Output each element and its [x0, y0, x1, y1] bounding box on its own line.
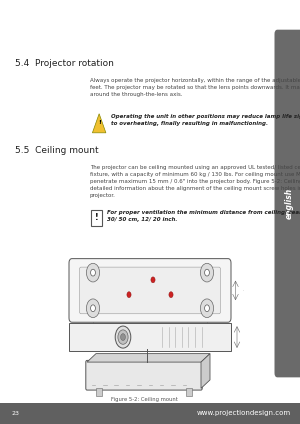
Text: Always operate the projector horizontally, within the range of the adjustable fr: Always operate the projector horizontall… — [90, 78, 300, 98]
Circle shape — [127, 292, 131, 298]
Text: The projector can be ceiling mounted using an approved UL tested/ listed ceiling: The projector can be ceiling mounted usi… — [90, 165, 300, 198]
Text: english: english — [284, 188, 293, 219]
FancyBboxPatch shape — [69, 259, 231, 322]
Text: ..: .. — [243, 288, 245, 293]
Circle shape — [86, 299, 100, 318]
Text: Operating the unit in other positions may reduce lamp life significantly, and ma: Operating the unit in other positions ma… — [111, 114, 300, 126]
Text: !: ! — [98, 120, 100, 125]
Text: For proper ventilation the minimum distance from ceiling/ rear wall should be:
3: For proper ventilation the minimum dista… — [107, 210, 300, 222]
FancyBboxPatch shape — [186, 388, 192, 396]
Circle shape — [169, 292, 173, 298]
Circle shape — [115, 326, 131, 348]
Circle shape — [91, 269, 95, 276]
FancyBboxPatch shape — [80, 267, 220, 314]
Circle shape — [118, 330, 128, 344]
Text: !: ! — [95, 213, 98, 223]
FancyBboxPatch shape — [96, 388, 102, 396]
FancyBboxPatch shape — [0, 403, 300, 424]
Text: 5.5  Ceiling mount: 5.5 Ceiling mount — [15, 146, 99, 155]
Polygon shape — [201, 354, 210, 388]
FancyBboxPatch shape — [91, 210, 102, 226]
Circle shape — [200, 299, 214, 318]
Text: www.projectiondesign.com: www.projectiondesign.com — [197, 410, 291, 416]
Circle shape — [91, 305, 95, 312]
FancyBboxPatch shape — [274, 30, 300, 377]
FancyBboxPatch shape — [69, 324, 231, 351]
Circle shape — [86, 263, 100, 282]
Circle shape — [200, 263, 214, 282]
Circle shape — [151, 277, 155, 283]
Text: 5.4  Projector rotation: 5.4 Projector rotation — [15, 59, 114, 68]
Circle shape — [205, 269, 209, 276]
Circle shape — [121, 334, 125, 340]
Text: Figure 5-2: Ceiling mount: Figure 5-2: Ceiling mount — [111, 397, 177, 402]
Circle shape — [205, 305, 209, 312]
Polygon shape — [87, 354, 210, 362]
Text: 23: 23 — [12, 411, 20, 416]
FancyBboxPatch shape — [86, 360, 202, 390]
Polygon shape — [92, 114, 106, 133]
